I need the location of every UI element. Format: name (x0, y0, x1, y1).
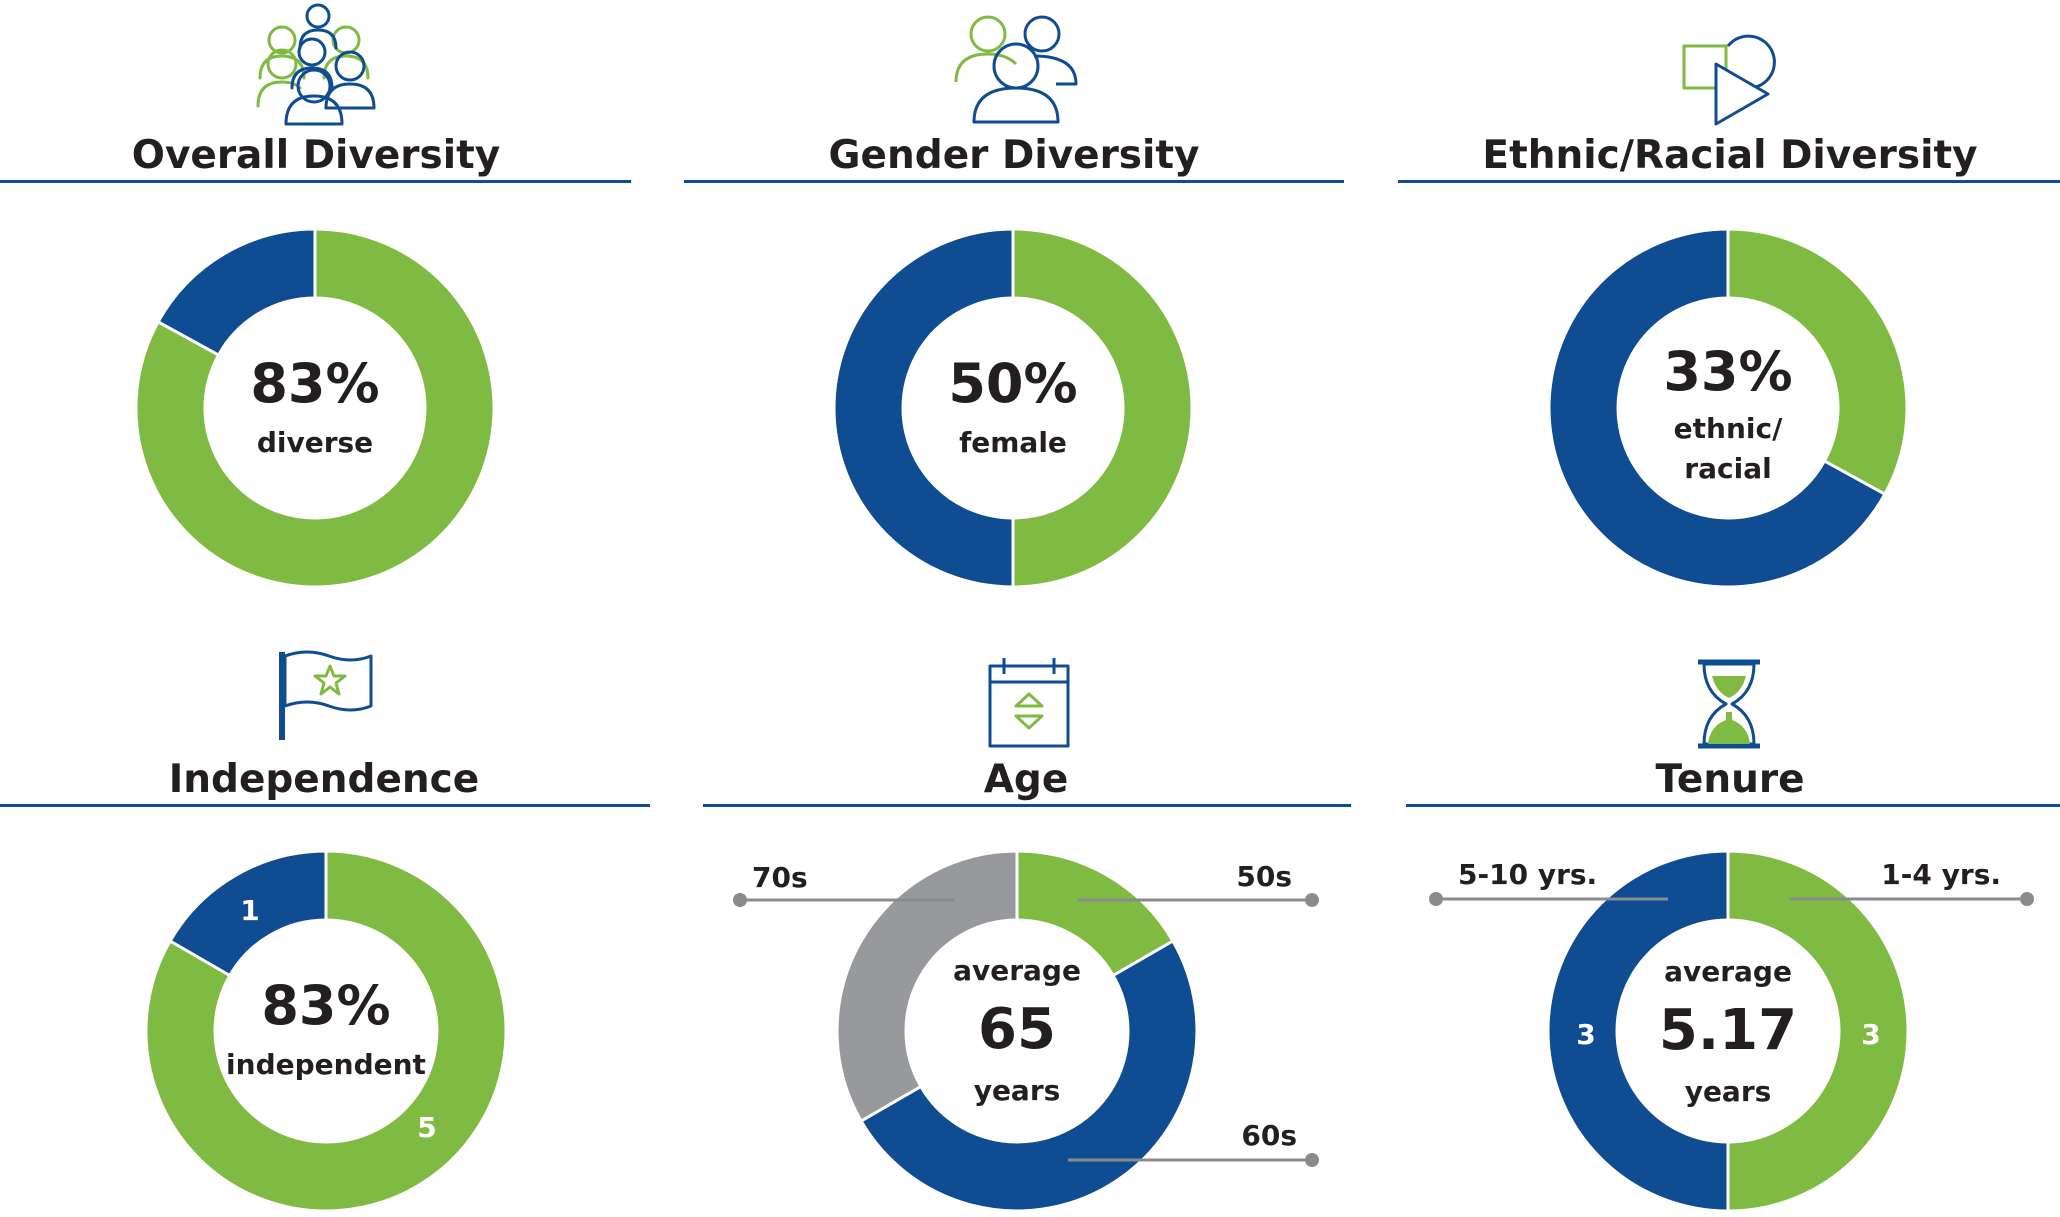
donut-slice-other (1547, 227, 1887, 589)
title-rule-tenure (1406, 804, 2060, 807)
legend-label-tenure-1-4: 1-4 yrs. (1881, 858, 2001, 891)
center-label-gender: female (959, 426, 1067, 459)
title-rule-ethnic (1398, 180, 2060, 183)
shapes-icon (1682, 34, 1776, 126)
donut-slice-female (1011, 227, 1194, 589)
leader-age-50s (1078, 893, 1319, 907)
center-value-independence: 83% (261, 974, 390, 1037)
legend-label-age-60s: 60s (1241, 1119, 1297, 1152)
legend-label-age-50s: 50s (1236, 860, 1292, 893)
title-rule-gender (684, 180, 1344, 183)
legend-label-tenure-5-10: 5-10 yrs. (1458, 858, 1597, 891)
donut-gender (832, 227, 1194, 589)
title-rule-independence (0, 804, 650, 807)
donut-slice-ethnic-racial (1726, 227, 1909, 497)
leader-age-70s (733, 893, 955, 907)
panel-title-independence: Independence (169, 757, 479, 802)
center-value-age: 65 (978, 997, 1056, 1062)
donut-slice-male (832, 227, 1015, 589)
center-label-ethnic-1: ethnic/ (1674, 412, 1783, 445)
title-rule-age (703, 804, 1351, 807)
donut-slice-70s (835, 849, 1019, 1124)
leader-tenure-5-10 (1429, 892, 1668, 906)
panel-title-tenure: Tenure (1655, 757, 1804, 802)
donut-tenure (1546, 849, 1910, 1213)
calendar-icon (988, 658, 1070, 748)
slice-label-tenure-1-4: 3 (1861, 1018, 1880, 1051)
star-flag-icon (279, 650, 373, 740)
panel-title-ethnic: Ethnic/Racial Diversity (1482, 133, 1977, 178)
center-value-tenure: 5.17 (1659, 998, 1797, 1063)
center-label-ethnic-2: racial (1684, 452, 1771, 485)
two-people-icon (954, 15, 1078, 124)
center-label-overall: diverse (257, 426, 373, 459)
donut-slice-independent (144, 849, 508, 1213)
donut-slice-not-independent (168, 849, 328, 978)
center-top-age: average (953, 954, 1081, 987)
slice-label-independence-not: 1 (240, 894, 259, 927)
center-value-overall: 83% (250, 352, 379, 415)
center-value-gender: 50% (948, 352, 1077, 415)
legend-label-age-70s: 70s (752, 861, 808, 894)
panel-title-age: Age (984, 757, 1069, 802)
center-label-independence: independent (226, 1048, 426, 1081)
donut-age (835, 849, 1199, 1212)
donut-slice-diverse (134, 227, 496, 589)
donut-overall (134, 227, 496, 589)
leader-age-60s (1068, 1153, 1319, 1167)
center-value-ethnic: 33% (1663, 340, 1792, 403)
slice-label-independence-yes: 5 (417, 1111, 436, 1144)
slice-label-tenure-5-10: 3 (1576, 1018, 1595, 1051)
panel-title-gender: Gender Diversity (829, 133, 1200, 178)
donut-slice-5-10-yrs- (1546, 849, 1730, 1213)
center-label-age: years (974, 1074, 1061, 1107)
donut-slice-not-diverse (156, 227, 317, 358)
donut-independence (144, 849, 508, 1213)
center-label-tenure: years (1685, 1075, 1772, 1108)
donut-slice-1-4-yrs- (1726, 849, 1910, 1213)
leader-tenure-1-4 (1790, 892, 2034, 906)
hourglass-icon (1698, 659, 1760, 749)
center-top-tenure: average (1664, 955, 1792, 988)
title-rule-overall (0, 180, 631, 183)
panel-title-overall: Overall Diversity (132, 133, 500, 178)
donut-slice-60s (859, 938, 1199, 1212)
donut-ethnic (1547, 227, 1909, 589)
people-group-icon (256, 3, 376, 126)
